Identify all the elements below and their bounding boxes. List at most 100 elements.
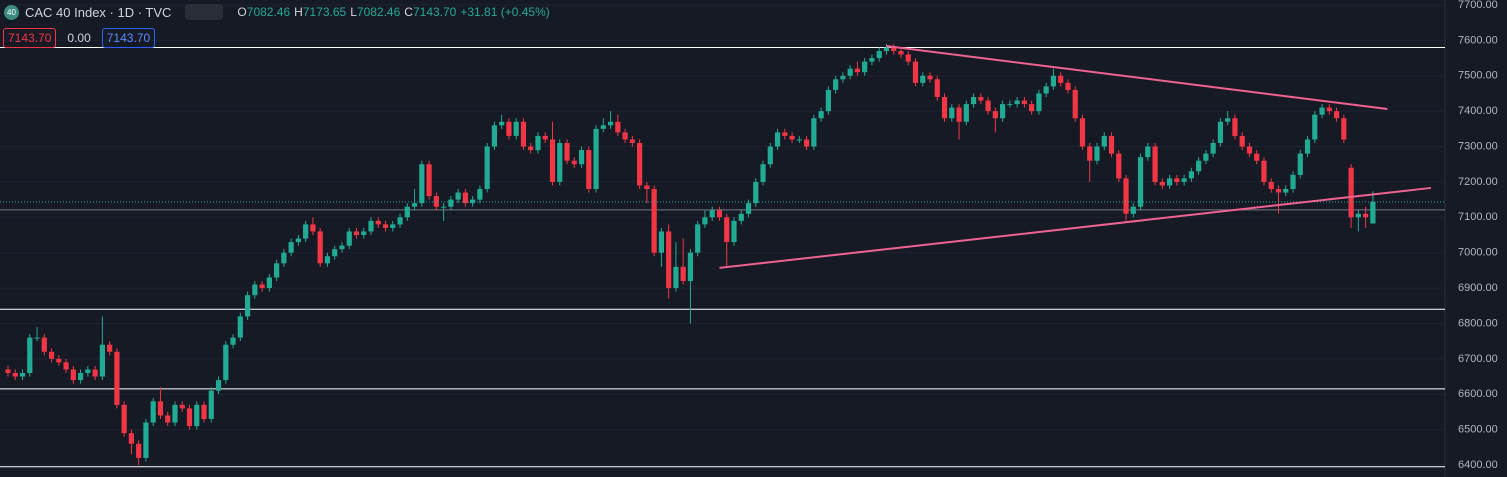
- candle-body: [332, 249, 338, 257]
- candle-body: [99, 344, 105, 377]
- ohlc-value: 7143.70: [412, 5, 457, 19]
- candle-body: [1370, 201, 1376, 224]
- candle-body: [107, 344, 113, 352]
- candle-body: [179, 404, 185, 409]
- ohlc-item: L7082.46: [350, 5, 400, 19]
- candle-body: [237, 316, 243, 338]
- candle-body: [637, 143, 643, 186]
- candle-body: [310, 224, 316, 232]
- candle-body: [1297, 153, 1303, 175]
- candle-body: [1210, 143, 1216, 154]
- candle-body: [78, 373, 84, 381]
- candle-body: [324, 256, 331, 264]
- candle-body: [1348, 167, 1354, 218]
- candle-body: [600, 125, 606, 129]
- candle-body: [513, 121, 519, 136]
- ohlc-legend: O7082.46 H7173.65 L7082.46 C7143.70 +31.81 (…: [237, 5, 549, 19]
- candle-body: [201, 404, 207, 419]
- y-tick-label: 7000.00: [1458, 247, 1498, 259]
- candle-body: [252, 284, 258, 296]
- candle-body: [1196, 160, 1202, 172]
- candle-body: [419, 164, 425, 204]
- candle-body: [303, 224, 309, 239]
- candle-body: [85, 369, 91, 373]
- candle-body: [1123, 178, 1129, 214]
- candle-body: [470, 199, 476, 204]
- candle-body: [716, 210, 723, 218]
- candle-body: [876, 51, 882, 59]
- candle-body: [27, 337, 33, 373]
- header: 40 CAC 40 Index · 1D · TVC O7082.46 H7173…: [4, 3, 550, 21]
- candle-body: [571, 160, 577, 165]
- chart-title[interactable]: CAC 40 Index · 1D · TVC: [25, 4, 172, 20]
- candle-body: [1261, 160, 1267, 182]
- candle-body: [840, 75, 846, 80]
- candle-body: [1203, 153, 1209, 161]
- candle-body: [673, 266, 679, 289]
- candle-body: [695, 224, 701, 253]
- candle-body: [19, 373, 26, 377]
- candle-body: [484, 146, 490, 189]
- candle-body: [542, 135, 548, 140]
- candle-body: [70, 369, 76, 381]
- candle-body: [869, 58, 875, 62]
- candle-body: [709, 210, 715, 218]
- candle-body: [41, 337, 47, 352]
- candle-body: [1174, 178, 1180, 182]
- candle-body: [912, 61, 919, 83]
- candle-body: [1341, 118, 1347, 140]
- ohlc-value: 7082.46: [246, 5, 291, 19]
- candle-body: [1000, 104, 1006, 119]
- candle-body: [56, 358, 62, 363]
- candle-body: [165, 415, 171, 423]
- candle-body: [535, 135, 541, 151]
- candle-body: [753, 181, 759, 204]
- candle-body: [150, 401, 156, 423]
- candle-body: [411, 203, 418, 207]
- candle-body: [818, 111, 824, 119]
- candle-body: [266, 277, 272, 289]
- candle-body: [491, 125, 498, 147]
- candle-body: [833, 79, 839, 90]
- candle-body: [941, 97, 948, 119]
- candle-body: [644, 185, 650, 189]
- candle-body: [593, 128, 599, 189]
- candle-body: [259, 284, 265, 289]
- y-tick-label: 7600.00: [1458, 34, 1498, 46]
- candle-body: [281, 252, 287, 264]
- candle-body: [680, 266, 686, 281]
- candle-body: [1014, 100, 1020, 105]
- candle-body: [578, 150, 585, 165]
- quote-box: 7143.70: [3, 28, 57, 48]
- y-tick-label: 7700.00: [1458, 0, 1498, 11]
- candle-body: [1065, 82, 1071, 90]
- candle-body: [774, 132, 781, 147]
- candle-body: [1072, 89, 1078, 119]
- candle-body: [963, 104, 969, 122]
- candle-body: [970, 97, 977, 105]
- candle-body: [215, 380, 222, 391]
- y-tick-label: 6400.00: [1458, 459, 1498, 471]
- y-tick-label: 6700.00: [1458, 353, 1498, 365]
- candle-body: [1116, 153, 1122, 179]
- candle-body: [5, 369, 11, 373]
- ohlc-item: O7082.46: [237, 5, 290, 19]
- candle-body: [208, 390, 214, 419]
- candle-body: [172, 404, 178, 423]
- candle-body: [353, 231, 360, 235]
- candle-body: [426, 164, 432, 197]
- ohlc-change: +31.81 (+0.45%): [460, 5, 550, 19]
- candle-body: [1108, 135, 1115, 154]
- candle-body: [898, 51, 904, 55]
- candle-body: [1029, 104, 1035, 112]
- indicator-toggle[interactable]: [185, 4, 224, 20]
- candle-body: [1232, 118, 1238, 136]
- candle-body: [1050, 75, 1057, 87]
- candle-body: [12, 373, 18, 377]
- candle-body: [804, 139, 810, 147]
- y-tick-label: 6500.00: [1458, 424, 1498, 436]
- candle-body: [1043, 86, 1049, 94]
- y-tick-label: 6600.00: [1458, 388, 1498, 400]
- y-tick-label: 7400.00: [1458, 105, 1498, 117]
